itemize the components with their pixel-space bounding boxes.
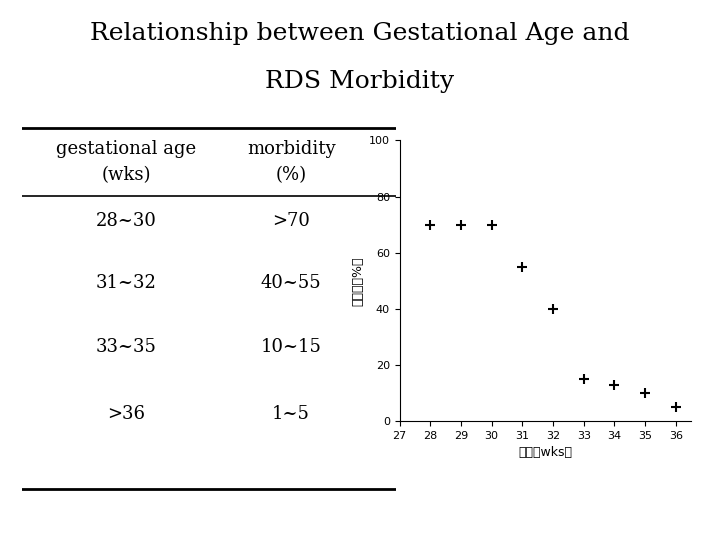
Text: >36: >36 (107, 404, 145, 423)
Point (639, 389, 651, 397)
Point (670, 403, 682, 411)
Text: 10~15: 10~15 (261, 339, 322, 356)
Point (455, 220, 467, 229)
Text: gestational age: gestational age (56, 140, 197, 158)
Text: 28~30: 28~30 (96, 212, 157, 230)
Point (578, 375, 590, 383)
Text: (%): (%) (276, 166, 307, 184)
Text: morbidity: morbidity (247, 140, 336, 158)
Text: Relationship between Gestational Age and: Relationship between Gestational Age and (90, 22, 630, 45)
Point (425, 220, 436, 229)
Text: (wks): (wks) (102, 166, 151, 184)
Point (608, 380, 620, 389)
Text: >70: >70 (272, 212, 310, 230)
Text: 1~5: 1~5 (272, 404, 310, 423)
Text: 40~55: 40~55 (261, 274, 322, 292)
Text: 33~35: 33~35 (96, 339, 157, 356)
Text: RDS Morbidity: RDS Morbidity (266, 70, 454, 93)
Point (486, 220, 498, 229)
Point (517, 262, 528, 271)
Point (547, 305, 559, 313)
Text: 31~32: 31~32 (96, 274, 157, 292)
X-axis label: 胎齢（wks）: 胎齢（wks） (518, 447, 572, 460)
Y-axis label: 發病率（%）: 發病率（%） (351, 256, 365, 306)
